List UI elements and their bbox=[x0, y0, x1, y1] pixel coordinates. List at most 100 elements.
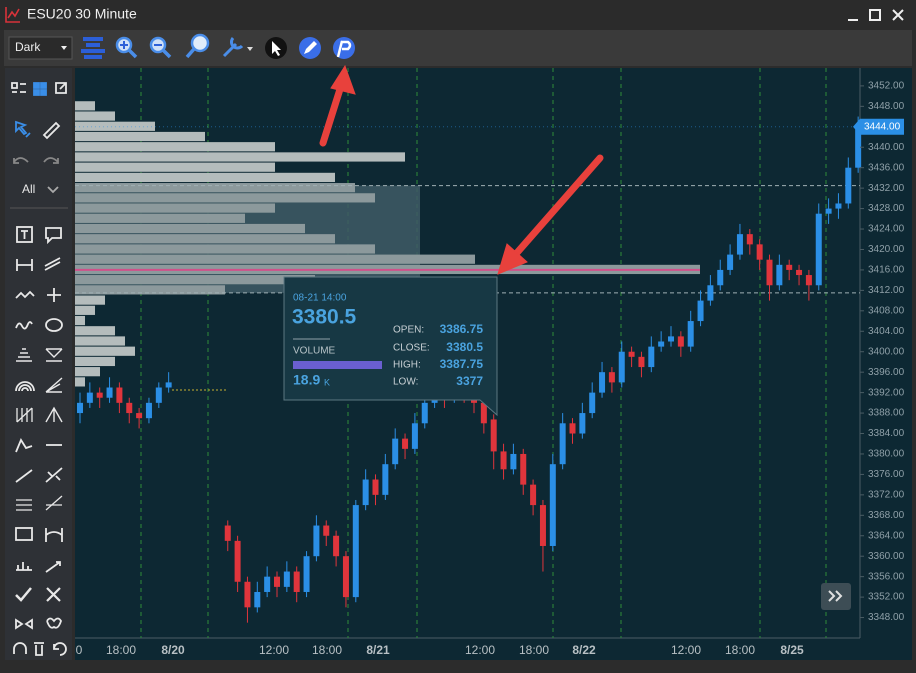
candle-body bbox=[805, 275, 812, 286]
candle-body bbox=[155, 387, 162, 403]
profile-bar bbox=[75, 142, 275, 152]
time-label: 12:00 bbox=[259, 643, 289, 657]
price-tick-label: 3360.00 bbox=[868, 551, 905, 562]
candle-body bbox=[274, 576, 280, 587]
last-price-label: 3444.00 bbox=[864, 121, 901, 132]
maximize-button[interactable] bbox=[869, 9, 881, 21]
candle-body bbox=[480, 402, 487, 424]
profile-bar bbox=[75, 315, 85, 326]
candle-body bbox=[608, 372, 615, 383]
candle-body bbox=[618, 351, 625, 383]
candle-body bbox=[293, 571, 300, 592]
candle-body bbox=[697, 300, 704, 322]
tooltip-volume-unit: K bbox=[324, 377, 330, 387]
price-tick-label: 3392.00 bbox=[868, 387, 905, 398]
tooltip-date: 08-21 14:00 bbox=[293, 293, 347, 304]
candle-body bbox=[224, 525, 231, 541]
profile-bar bbox=[75, 152, 405, 162]
theme-dropdown[interactable] bbox=[8, 36, 73, 60]
scroll-right-button[interactable] bbox=[821, 583, 851, 610]
tooltip-volume-label: VOLUME bbox=[293, 346, 336, 357]
zoom-out-tool[interactable] bbox=[149, 36, 172, 59]
profile-tool[interactable] bbox=[81, 37, 105, 59]
toolbar bbox=[4, 30, 912, 66]
price-tick-label: 3404.00 bbox=[868, 326, 905, 337]
annotation-arrow bbox=[319, 64, 356, 147]
price-tick-label: 3364.00 bbox=[868, 530, 905, 541]
price-tick-label: 3396.00 bbox=[868, 367, 905, 378]
candle-body bbox=[323, 525, 330, 536]
price-tick-label: 3448.00 bbox=[868, 101, 905, 112]
price-tick-label: 3384.00 bbox=[868, 428, 905, 439]
profile-bar bbox=[75, 193, 375, 203]
candle-body bbox=[352, 505, 359, 598]
price-tick-label: 3428.00 bbox=[868, 203, 905, 214]
price-tick-label: 3432.00 bbox=[868, 183, 905, 194]
price-tick-label: 3420.00 bbox=[868, 244, 905, 255]
candle-body bbox=[411, 423, 418, 449]
tooltip-low: 3377 bbox=[456, 374, 483, 388]
zoom-in-tool[interactable] bbox=[115, 36, 138, 59]
price-tick-label: 3412.00 bbox=[868, 285, 905, 296]
candle-body bbox=[254, 591, 261, 608]
tooltip-close: 3380.5 bbox=[446, 340, 483, 354]
theme-label: Dark bbox=[15, 40, 41, 54]
profile-bar bbox=[75, 305, 95, 315]
profile-bar bbox=[75, 213, 245, 223]
profile-settings-tool[interactable] bbox=[333, 37, 355, 59]
profile-bar bbox=[75, 336, 125, 346]
candle-body bbox=[539, 505, 546, 546]
tool-buttons[interactable] bbox=[13, 226, 67, 656]
candle-body bbox=[835, 203, 842, 209]
candle-body bbox=[668, 336, 674, 342]
candle-body bbox=[756, 244, 763, 260]
candle-body bbox=[707, 285, 714, 301]
tooltip-volume-bar bbox=[293, 361, 382, 369]
profile-bar bbox=[75, 183, 355, 193]
profile-bar bbox=[75, 162, 275, 172]
candle-body bbox=[677, 336, 684, 347]
candle-body bbox=[776, 264, 783, 286]
drawing-toolbar bbox=[5, 68, 72, 660]
candle-body bbox=[559, 423, 566, 465]
tooltip-high: 3387.75 bbox=[440, 357, 484, 371]
candle-body bbox=[628, 351, 635, 357]
profile-bar bbox=[75, 346, 135, 356]
candle-body bbox=[599, 372, 606, 393]
dropdown-arrow bbox=[61, 46, 67, 50]
candle-body bbox=[569, 423, 576, 434]
candle-body bbox=[815, 213, 822, 286]
price-tick-label: 3424.00 bbox=[868, 224, 905, 235]
profile-bar bbox=[75, 131, 205, 142]
price-tick-label: 3356.00 bbox=[868, 571, 905, 582]
time-label: 18:00 bbox=[519, 643, 549, 657]
zoom-reset-tool[interactable] bbox=[185, 33, 210, 59]
profile-bar bbox=[75, 295, 105, 305]
candle-body bbox=[126, 402, 133, 414]
toolbar-icons bbox=[11, 82, 67, 194]
settings-tool[interactable] bbox=[222, 37, 253, 58]
price-tick-label: 3408.00 bbox=[868, 305, 905, 316]
profile-bar bbox=[75, 275, 315, 285]
profile-bar bbox=[75, 223, 305, 234]
tooltip-box bbox=[283, 276, 498, 417]
candle-body bbox=[549, 464, 556, 546]
candle-body bbox=[402, 438, 409, 449]
cursor-tool[interactable] bbox=[265, 37, 287, 59]
draw-tool[interactable] bbox=[299, 37, 321, 59]
time-label: 12:00 bbox=[671, 643, 701, 657]
candle-body bbox=[382, 464, 389, 495]
candle-body bbox=[648, 346, 655, 368]
window-title: ESU20 30 Minute bbox=[27, 6, 137, 22]
candle-body bbox=[786, 264, 793, 270]
time-label: 18:00 bbox=[312, 643, 342, 657]
profile-bar bbox=[75, 234, 335, 244]
candle-body bbox=[303, 556, 310, 592]
plot-layer bbox=[75, 101, 862, 623]
profile-bar bbox=[75, 101, 95, 111]
price-tick-label: 3368.00 bbox=[868, 510, 905, 521]
time-label: 18:00 bbox=[106, 643, 136, 657]
candle-body bbox=[796, 269, 803, 276]
candle-body bbox=[392, 438, 399, 465]
close-button[interactable] bbox=[892, 9, 904, 21]
